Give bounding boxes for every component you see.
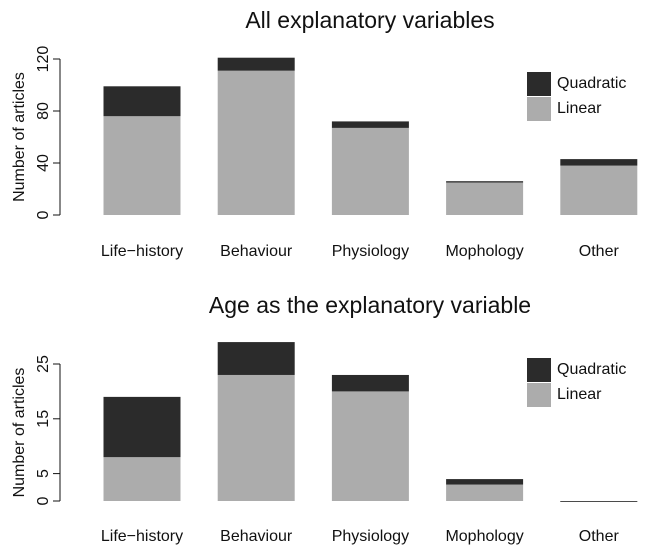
y-tick-label: 0	[35, 210, 52, 219]
legend-label: Quadratic	[557, 361, 626, 378]
y-tick-label: 80	[35, 102, 52, 120]
y-tick-label: 0	[35, 496, 52, 505]
x-tick-label: Physiology	[332, 528, 409, 545]
bar-segment	[560, 501, 638, 502]
legend-label: Linear	[557, 100, 602, 117]
y-tick-label: 120	[35, 46, 52, 73]
bar-segment	[446, 182, 524, 215]
bar-segment	[446, 484, 524, 501]
x-tick-label: Other	[579, 243, 620, 260]
bar-segment	[331, 391, 409, 501]
bar-segment	[103, 116, 181, 215]
y-axis-label: Number of articles	[11, 72, 28, 202]
x-tick-label: Physiology	[332, 243, 409, 260]
y-tick-label: 15	[35, 410, 52, 428]
bar-segment	[331, 121, 409, 128]
bar-segment	[217, 57, 295, 71]
bar-segment	[560, 159, 638, 166]
x-tick-label: Behaviour	[220, 243, 293, 260]
bar-segment	[217, 374, 295, 501]
bar-segment	[560, 165, 638, 215]
x-tick-label: Behaviour	[220, 528, 293, 545]
legend-label: Linear	[557, 386, 602, 403]
y-tick-label: 40	[35, 154, 52, 172]
y-tick-label: 5	[35, 469, 52, 478]
bar-segment	[103, 457, 181, 501]
legend-swatch	[527, 383, 551, 407]
legend-swatch	[527, 97, 551, 121]
y-tick-label: 25	[35, 355, 52, 373]
x-tick-label: Mophology	[445, 528, 523, 545]
bar-segment	[446, 181, 524, 183]
bar-segment	[103, 86, 181, 117]
x-tick-label: Mophology	[445, 243, 523, 260]
bar-segment	[217, 70, 295, 215]
bar-segment	[331, 127, 409, 215]
x-tick-label: Life−history	[101, 243, 183, 260]
chart-title: Age as the explanatory variable	[209, 292, 531, 318]
x-tick-label: Life−history	[101, 528, 183, 545]
bar-segment	[446, 479, 524, 485]
bar-segment	[331, 374, 409, 392]
legend-swatch	[527, 72, 551, 96]
legend-label: Quadratic	[557, 75, 626, 92]
x-tick-label: Other	[579, 528, 620, 545]
bar-segment	[103, 396, 181, 458]
bar-segment	[217, 342, 295, 375]
y-axis-label: Number of articles	[11, 368, 28, 498]
chart-title: All explanatory variables	[245, 7, 494, 33]
legend-swatch	[527, 358, 551, 382]
